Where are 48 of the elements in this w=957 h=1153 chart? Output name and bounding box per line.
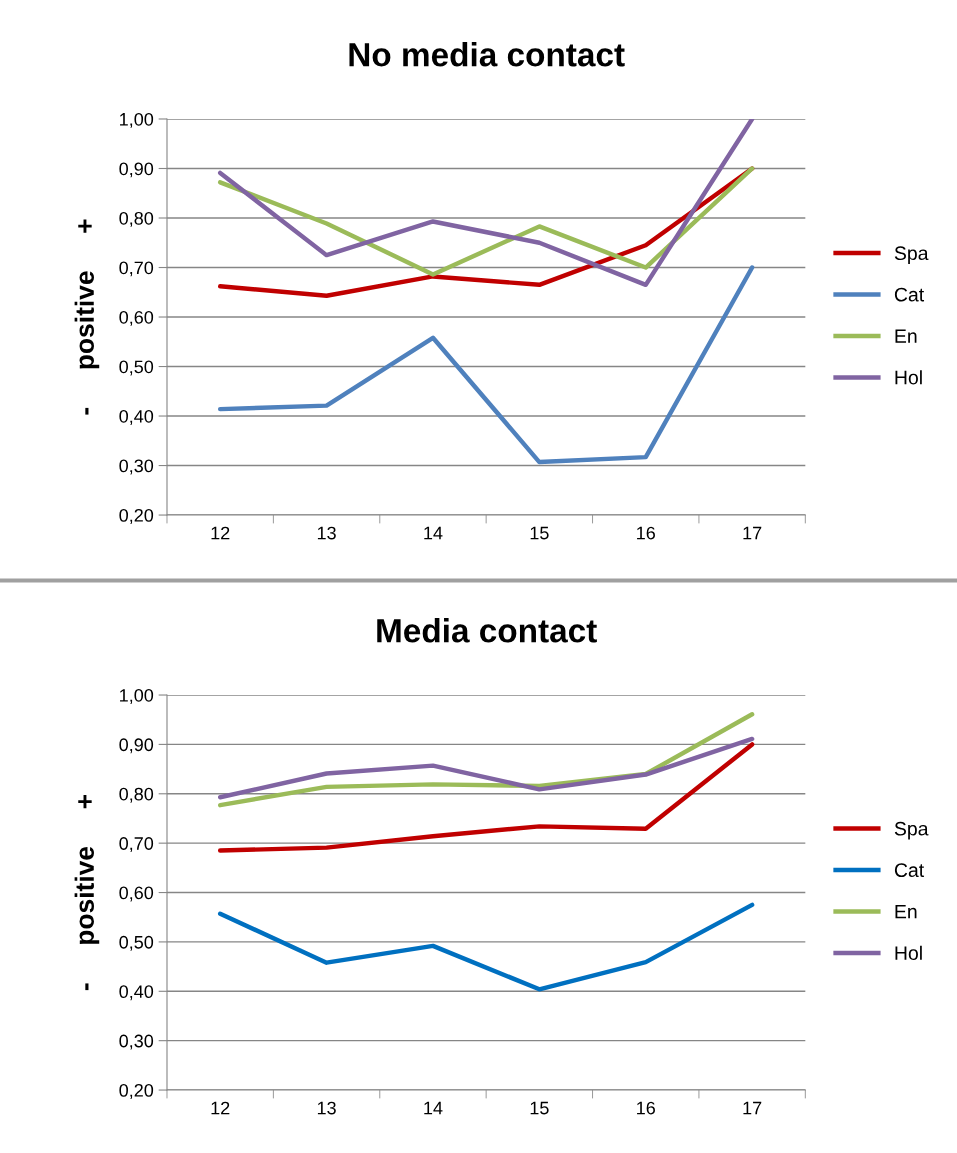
legend-label: En	[895, 904, 917, 919]
x-tick-label: 15	[530, 1101, 549, 1115]
x-tick-label: 12	[211, 526, 230, 540]
line-series	[217, 265, 755, 465]
line-series	[217, 166, 755, 277]
y-tick-label: 0,40	[119, 985, 154, 1001]
y-tick-label: 0,90	[119, 162, 154, 178]
legend-label: Cat	[894, 287, 925, 302]
y-tick-label: 0,80	[119, 787, 154, 803]
x-tick-label: 13	[317, 526, 336, 540]
y-tick-label: 0,50	[119, 935, 154, 951]
y-tick-label: 0,20	[119, 508, 154, 524]
legend-label: Cat	[894, 863, 925, 878]
line-series	[217, 742, 755, 853]
y-tick-label: 0,30	[119, 459, 154, 475]
y-tick-label: 0,20	[119, 1083, 154, 1099]
x-tick-label: 14	[424, 1101, 443, 1115]
line-series	[217, 118, 755, 288]
y-tick-label: 0,70	[119, 261, 154, 277]
legend-label: Spa	[894, 821, 929, 840]
x-tick-label: 15	[530, 526, 549, 540]
y-axis-title: - positive +	[74, 794, 100, 991]
legend-label: Hol	[895, 370, 922, 385]
line-series	[217, 736, 755, 800]
y-tick-label: 0,70	[119, 837, 154, 853]
legend-label: En	[895, 329, 917, 343]
y-tick-label: 0,90	[119, 738, 154, 754]
legend-label: Hol	[895, 945, 922, 960]
chart-title: No media contact	[349, 42, 625, 67]
y-axis-title: - positive +	[74, 219, 100, 415]
y-tick-label: 0,50	[119, 360, 154, 376]
x-tick-label: 14	[424, 526, 443, 540]
y-tick-label: 0,40	[119, 409, 154, 425]
y-tick-label: 0,30	[119, 1034, 154, 1050]
x-tick-label: 16	[637, 1101, 655, 1115]
x-tick-label: 17	[743, 526, 762, 540]
chart-title: Media contact	[377, 618, 597, 643]
y-tick-label: 1,00	[120, 688, 154, 704]
line-series	[217, 902, 755, 992]
y-tick-label: 0,60	[119, 310, 154, 326]
y-tick-label: 1,00	[120, 112, 154, 128]
x-tick-label: 16	[637, 526, 655, 540]
y-tick-label: 0,80	[119, 211, 154, 227]
x-tick-label: 13	[317, 1101, 336, 1115]
legend-label: Spa	[894, 246, 929, 264]
y-tick-label: 0,60	[119, 886, 154, 902]
x-tick-label: 12	[211, 1101, 230, 1115]
x-tick-label: 17	[743, 1101, 762, 1115]
